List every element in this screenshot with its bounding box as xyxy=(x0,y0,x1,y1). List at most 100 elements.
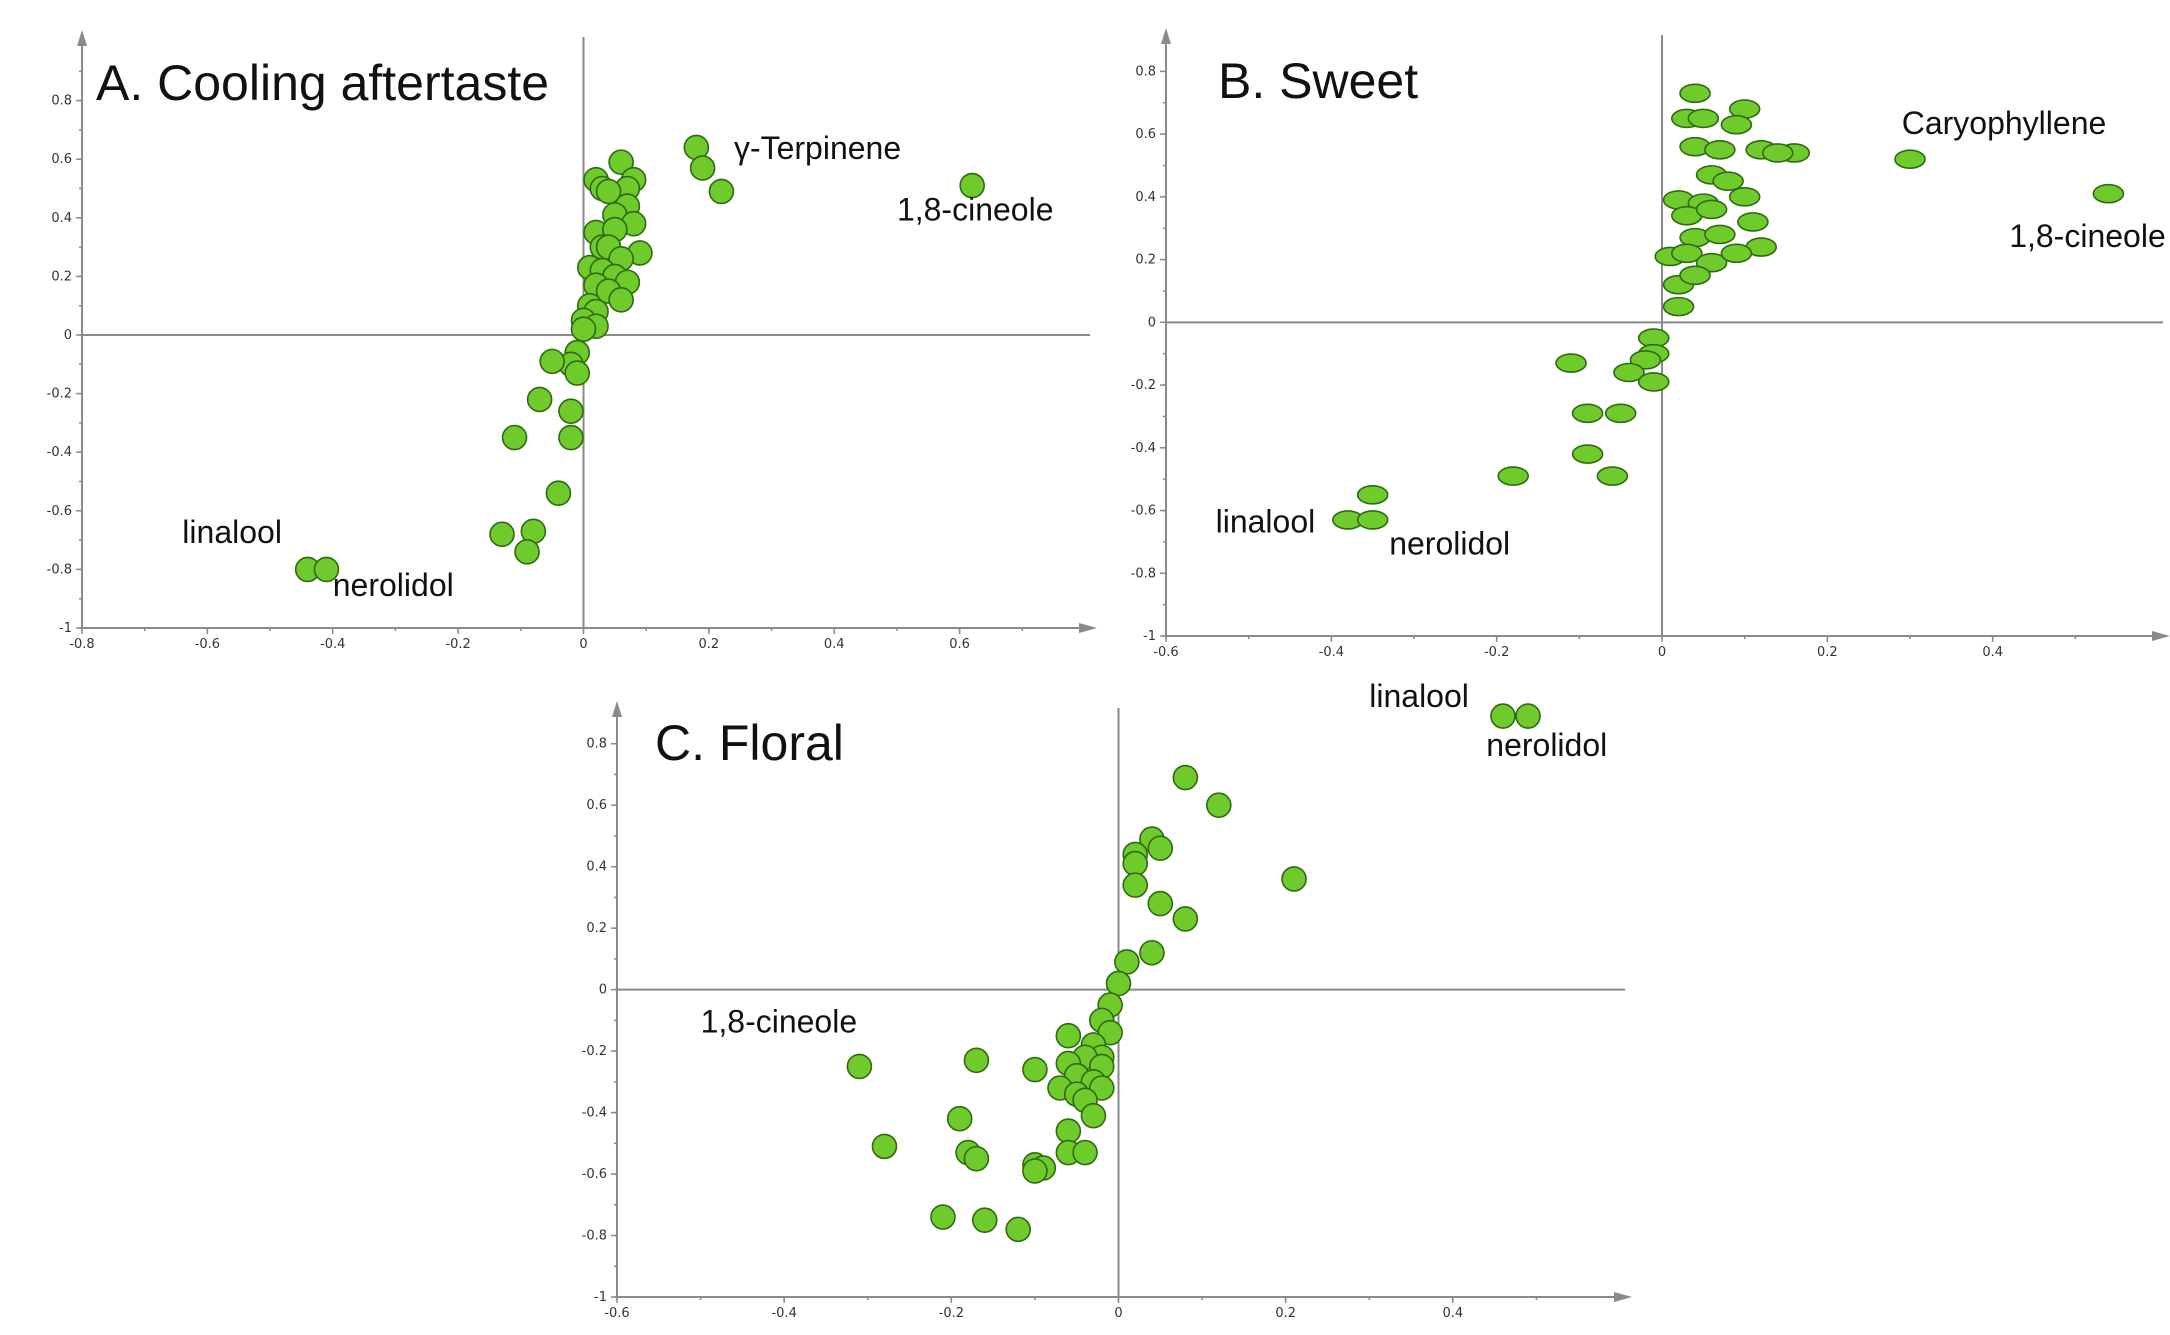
panel-floral: -1 -0.8 -0.6 -0.4 -0.2 0 0.2 0.4 0.6 0.8 -0.6 -0.4 -… xyxy=(582,678,1632,1321)
x-tick-label: -0.4 xyxy=(771,1306,796,1321)
data-point xyxy=(1687,108,1720,129)
data-point xyxy=(313,556,340,583)
x-tick-label: 0.4 xyxy=(824,637,845,652)
point-annotation: nerolidol xyxy=(1389,525,1510,561)
data-point xyxy=(595,178,622,205)
x-tick-label: 0 xyxy=(1658,645,1666,660)
data-point xyxy=(1172,906,1199,932)
y-tick-label: -0.6 xyxy=(47,504,72,519)
x-axis-arrow xyxy=(2152,631,2170,641)
data-point xyxy=(1080,1102,1107,1129)
data-point xyxy=(1356,510,1389,530)
data-point xyxy=(959,172,985,199)
data-point xyxy=(1712,171,1744,191)
x-tick-label: -0.2 xyxy=(445,637,470,652)
x-axis-arrow xyxy=(1614,1292,1632,1302)
point-annotation: nerolidol xyxy=(333,567,454,603)
x-tick-label: -0.4 xyxy=(1319,645,1344,660)
point-annotation: 1,8-cineole xyxy=(897,192,1054,228)
y-tick-label: 0.8 xyxy=(1135,64,1156,79)
y-tick-label: 0.8 xyxy=(586,737,607,752)
data-point xyxy=(1662,296,1695,317)
y-tick-label: -0.8 xyxy=(1131,566,1156,581)
y-tick-label: -0.8 xyxy=(582,1229,607,1244)
y-tick-label: -0.4 xyxy=(1131,441,1156,456)
x-axis-arrow xyxy=(1079,623,1097,633)
data-point xyxy=(1114,949,1140,975)
data-point xyxy=(558,424,584,451)
data-point xyxy=(558,398,584,424)
x-tick-label: -0.6 xyxy=(604,1306,629,1321)
x-tick-label: -0.2 xyxy=(939,1306,964,1321)
data-point xyxy=(1055,1022,1082,1049)
x-tick-label: -0.6 xyxy=(1153,645,1178,660)
y-tick-label: -0.6 xyxy=(582,1167,607,1182)
data-point xyxy=(1894,149,1926,169)
data-point xyxy=(689,155,716,181)
y-tick-label: -0.2 xyxy=(582,1044,607,1059)
y-tick-label: 0.6 xyxy=(51,152,72,167)
panel-title: A. Cooling aftertaste xyxy=(96,55,549,111)
y-tick-label: -1 xyxy=(1143,629,1156,644)
point-annotation: 1,8-cineole xyxy=(701,1004,858,1040)
y-tick-label: 0.4 xyxy=(1135,190,1156,205)
data-point xyxy=(1720,243,1753,264)
data-point xyxy=(1571,403,1604,424)
x-tick-label: 0.6 xyxy=(949,637,970,652)
y-axis-arrow xyxy=(1161,28,1171,44)
data-point xyxy=(1139,939,1165,966)
data-point xyxy=(963,1145,990,1172)
data-point xyxy=(930,1204,956,1230)
data-point xyxy=(1172,764,1199,791)
y-tick-label: 0.8 xyxy=(51,94,72,109)
data-point xyxy=(1022,1056,1048,1083)
data-point xyxy=(1704,139,1736,160)
panel-title: B. Sweet xyxy=(1218,53,1418,109)
data-point xyxy=(1005,1216,1032,1243)
y-tick-label: 0.4 xyxy=(51,211,72,226)
data-point xyxy=(1613,362,1645,383)
y-tick-label: -0.2 xyxy=(47,387,72,402)
data-point xyxy=(1055,1118,1082,1144)
point-annotation: linalool xyxy=(1369,678,1469,714)
y-tick-label: 0.4 xyxy=(586,860,607,875)
data-point xyxy=(1206,792,1232,819)
data-point xyxy=(570,316,597,342)
data-point xyxy=(1356,485,1389,505)
data-point xyxy=(1022,1158,1048,1184)
panel-sweet: -1 -0.8 -0.6 -0.4 -0.2 0 0.2 0.4 0.6 0.8 -0.6 -0.4 -… xyxy=(1131,28,2170,660)
data-point xyxy=(1704,224,1736,245)
panel-cooling-aftertaste: -1-0.8-0.6-0.4-0.200.20.40.60.8-0.8 -0.6-… xyxy=(47,30,1097,652)
x-tick-label: 0.4 xyxy=(1982,645,2003,660)
data-point xyxy=(1105,970,1132,997)
point-annotation: γ-Terpinene xyxy=(734,130,901,166)
data-point xyxy=(1122,850,1149,877)
data-point xyxy=(1720,114,1753,135)
x-tick-label: -0.2 xyxy=(1484,645,1509,660)
data-point xyxy=(1515,703,1541,729)
data-point xyxy=(1671,243,1703,264)
data-point xyxy=(1637,372,1670,392)
data-point xyxy=(1072,1139,1098,1166)
point-annotation: linalool xyxy=(182,514,282,550)
data-point xyxy=(608,149,634,175)
data-point xyxy=(1490,703,1516,729)
x-tick-label: 0.2 xyxy=(699,637,720,652)
data-point xyxy=(539,348,565,375)
data-point xyxy=(871,1133,898,1160)
data-point xyxy=(1604,403,1637,424)
data-point xyxy=(545,480,572,507)
data-point xyxy=(514,539,540,565)
data-point xyxy=(1761,143,1794,163)
data-point xyxy=(1571,444,1604,464)
data-point xyxy=(2092,183,2125,204)
data-point xyxy=(1147,835,1174,862)
y-tick-label: -0.6 xyxy=(1131,504,1156,519)
data-point xyxy=(526,386,553,413)
data-point xyxy=(1737,212,1769,232)
y-tick-label: 0.2 xyxy=(51,269,72,284)
x-tick-label: 0 xyxy=(579,637,587,652)
y-tick-label: -1 xyxy=(59,621,72,636)
data-point xyxy=(946,1105,973,1132)
